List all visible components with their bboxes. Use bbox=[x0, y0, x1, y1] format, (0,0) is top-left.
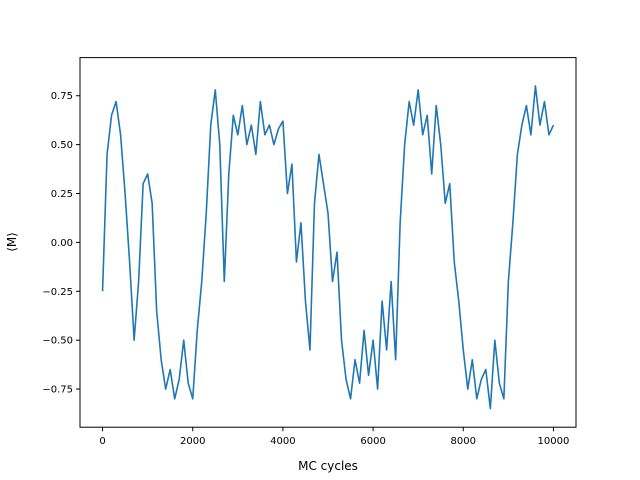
x-axis-label: MC cycles bbox=[298, 459, 358, 473]
x-tick-label: 4000 bbox=[270, 436, 295, 447]
x-tick-label: 6000 bbox=[360, 436, 385, 447]
x-tick-label: 2000 bbox=[180, 436, 205, 447]
y-tick-label: −0.25 bbox=[42, 287, 73, 298]
plot-area bbox=[101, 85, 555, 410]
y-tick-label: −0.50 bbox=[42, 336, 73, 347]
series-line-0 bbox=[101, 85, 555, 410]
x-axis: 0 2000 4000 6000 8000 10000 bbox=[99, 427, 569, 447]
x-tick-label: 10000 bbox=[538, 436, 570, 447]
y-axis: −0.75 −0.50 −0.25 0.00 0.25 0.50 0.75 bbox=[42, 91, 80, 396]
x-tick-label: 0 bbox=[99, 436, 105, 447]
y-tick-label: 0.00 bbox=[51, 238, 73, 249]
y-tick-label: 0.25 bbox=[51, 189, 73, 200]
x-tick-label: 8000 bbox=[451, 436, 476, 447]
y-axis-label: ⟨M⟩ bbox=[5, 232, 19, 252]
y-tick-label: 0.75 bbox=[51, 91, 73, 102]
y-tick-label: −0.75 bbox=[42, 385, 73, 396]
y-tick-label: 0.50 bbox=[51, 140, 73, 151]
